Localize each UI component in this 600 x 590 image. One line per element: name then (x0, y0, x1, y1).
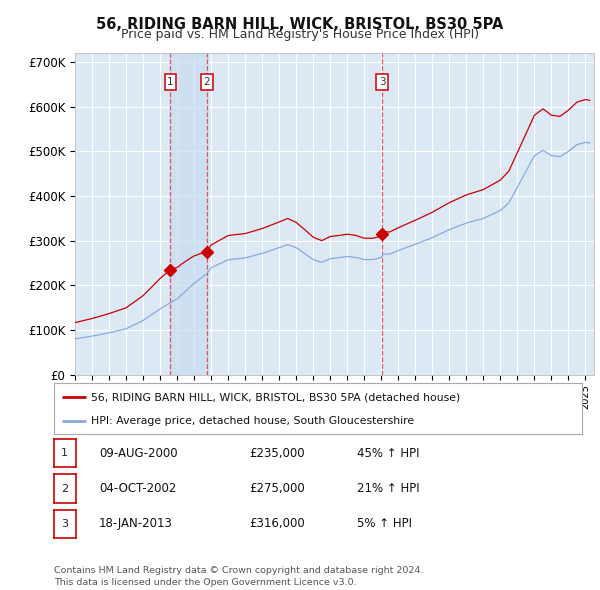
Text: Price paid vs. HM Land Registry's House Price Index (HPI): Price paid vs. HM Land Registry's House … (121, 28, 479, 41)
Text: 2: 2 (61, 484, 68, 493)
Text: 1: 1 (167, 77, 174, 87)
Text: 2: 2 (203, 77, 210, 87)
Text: 1: 1 (61, 448, 68, 458)
Text: 56, RIDING BARN HILL, WICK, BRISTOL, BS30 5PA: 56, RIDING BARN HILL, WICK, BRISTOL, BS3… (97, 17, 503, 31)
Text: 3: 3 (379, 77, 385, 87)
Text: 45% ↑ HPI: 45% ↑ HPI (357, 447, 419, 460)
Text: 5% ↑ HPI: 5% ↑ HPI (357, 517, 412, 530)
Text: £316,000: £316,000 (249, 517, 305, 530)
Text: Contains HM Land Registry data © Crown copyright and database right 2024.
This d: Contains HM Land Registry data © Crown c… (54, 566, 424, 587)
Text: 04-OCT-2002: 04-OCT-2002 (99, 482, 176, 495)
Text: 09-AUG-2000: 09-AUG-2000 (99, 447, 178, 460)
Text: 21% ↑ HPI: 21% ↑ HPI (357, 482, 419, 495)
Bar (170, 53, 207, 375)
Text: 3: 3 (61, 519, 68, 529)
Text: £275,000: £275,000 (249, 482, 305, 495)
Text: 56, RIDING BARN HILL, WICK, BRISTOL, BS30 5PA (detached house): 56, RIDING BARN HILL, WICK, BRISTOL, BS3… (91, 392, 460, 402)
Text: £235,000: £235,000 (249, 447, 305, 460)
Text: 18-JAN-2013: 18-JAN-2013 (99, 517, 173, 530)
Text: HPI: Average price, detached house, South Gloucestershire: HPI: Average price, detached house, Sout… (91, 416, 414, 426)
